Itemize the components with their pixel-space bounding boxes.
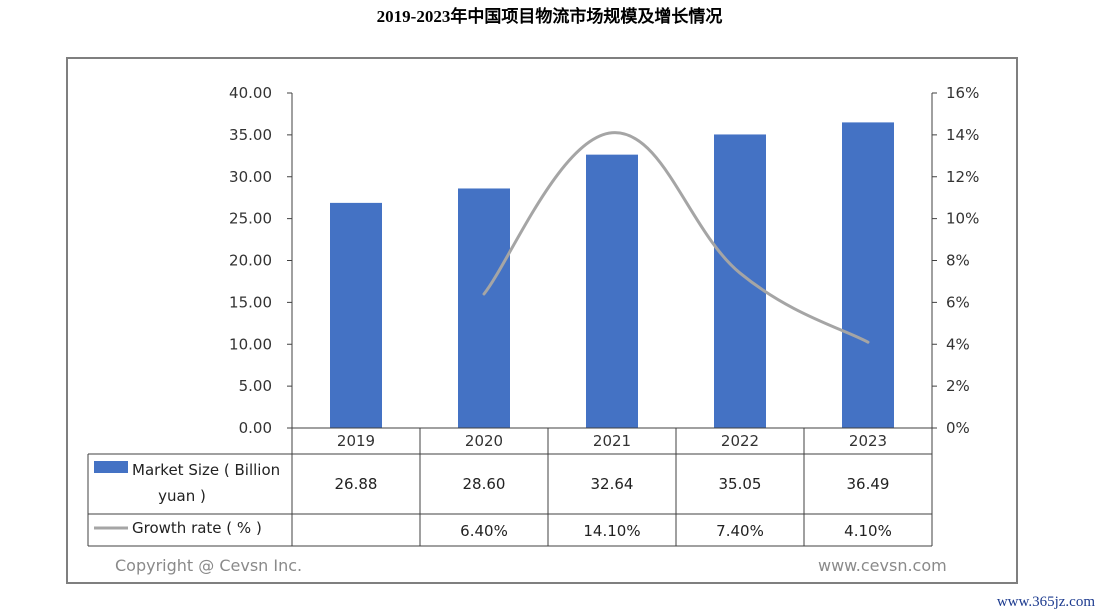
website-text: www.cevsn.com [818,556,947,575]
growth-rate-line [482,131,870,344]
right-tick-label: 16% [946,84,979,102]
right-tick-label: 2% [946,377,970,395]
bar-market-size [458,188,510,428]
left-tick-label: 40.00 [229,84,272,102]
legend-swatch-market-size [94,461,128,473]
right-tick-label: 4% [946,335,970,353]
bar-market-size [714,134,766,429]
watermark-text: www.365jz.com [996,594,1095,610]
copyright-text: Copyright @ Cevsn Inc. [115,556,303,575]
chart-title: 2019-2023年中国项目物流市场规模及增长情况 [376,7,723,26]
bar-market-size [842,122,894,429]
right-tick-label: 8% [946,252,970,270]
left-tick-label: 35.00 [229,126,272,144]
left-tick-label: 5.00 [239,377,272,395]
legend-label-growth-rate: Growth rate ( % ) [132,519,262,537]
right-tick-label: 12% [946,168,979,186]
table-cell-market-size: 28.60 [463,475,506,493]
legend-label-market-size-line2: yuan ) [158,487,206,505]
table-cell-growth-rate: 7.40% [716,522,764,540]
left-tick-label: 30.00 [229,168,272,186]
legend-label-market-size: Market Size ( Billion [132,461,280,479]
bar-market-size [330,202,382,428]
category-label: 2019 [337,432,375,450]
right-tick-label: 10% [946,210,979,228]
table-cell-market-size: 32.64 [591,475,634,493]
category-label: 2022 [721,432,759,450]
table-cell-market-size: 26.88 [335,475,378,493]
table-cell-market-size: 35.05 [719,475,762,493]
left-tick-label: 10.00 [229,335,272,353]
category-label: 2023 [849,432,887,450]
right-tick-label: 6% [946,293,970,311]
left-tick-label: 20.00 [229,252,272,270]
right-tick-label: 14% [946,126,979,144]
table-cell-market-size: 36.49 [847,475,890,493]
left-tick-label: 25.00 [229,210,272,228]
left-tick-label: 15.00 [229,293,272,311]
right-tick-label: 0% [946,419,970,437]
category-label: 2020 [465,432,503,450]
bar-market-size [586,154,638,428]
category-label: 2021 [593,432,631,450]
table-cell-growth-rate: 4.10% [844,522,892,540]
table-cell-growth-rate: 6.40% [460,522,508,540]
left-tick-label: 0.00 [239,419,272,437]
table-cell-growth-rate: 14.10% [583,522,640,540]
